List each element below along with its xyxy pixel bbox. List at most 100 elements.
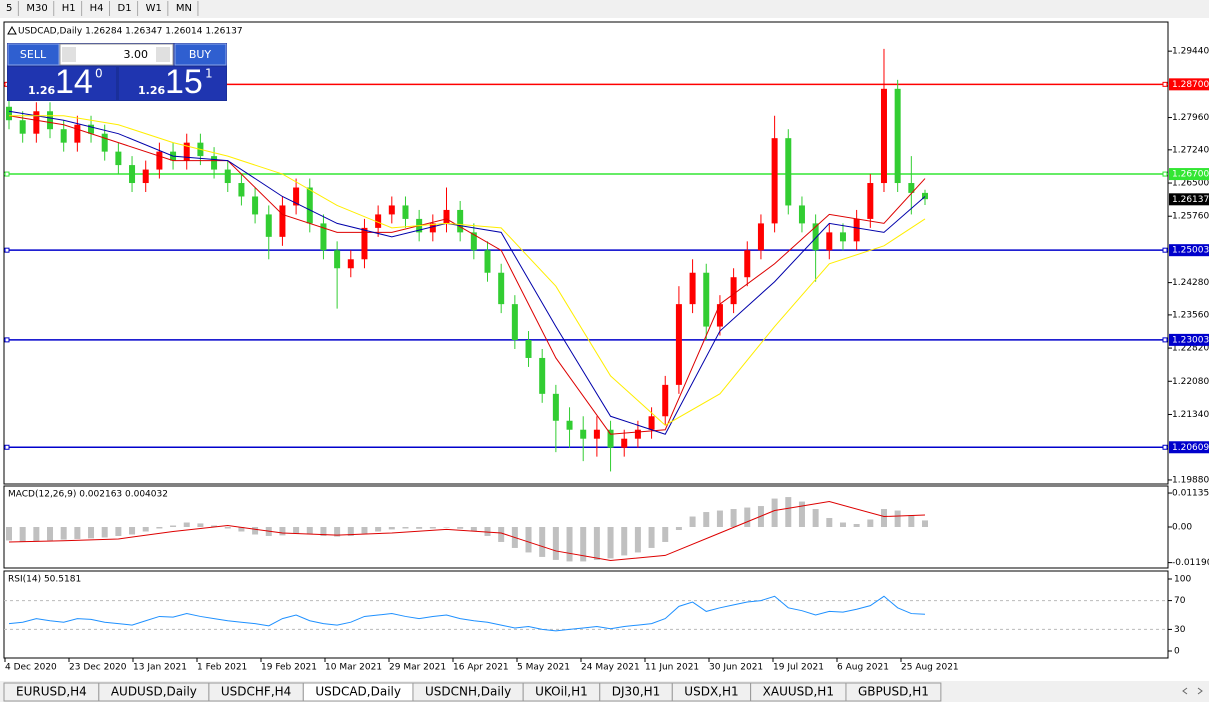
level-handle xyxy=(4,247,10,253)
level-label: 1.20609 xyxy=(1172,443,1209,453)
y-tick-label: 70 xyxy=(1174,596,1186,606)
candle-body xyxy=(580,429,587,439)
timeframe-button[interactable]: H1 xyxy=(62,3,76,14)
candle-body xyxy=(129,165,136,184)
rsi-title: RSI(14) 50.5181 xyxy=(8,575,81,585)
macd-bar xyxy=(798,501,805,527)
macd-bar xyxy=(826,518,833,527)
timeframe-button[interactable]: M30 xyxy=(26,3,47,14)
symbol-tab-label[interactable]: DJ30,H1 xyxy=(612,685,661,699)
macd-signal xyxy=(8,501,926,562)
x-tick-label: 29 Mar 2021 xyxy=(389,663,446,673)
level-handle xyxy=(1162,171,1168,177)
candle-body xyxy=(47,111,54,130)
timeframe-button[interactable]: H4 xyxy=(90,3,104,14)
symbol-tab-label[interactable]: USDCHF,H4 xyxy=(221,685,291,699)
candle-body xyxy=(525,340,532,358)
candle-body xyxy=(252,196,259,215)
macd-bar xyxy=(33,527,40,542)
chart-header: USDCAD,Daily 1.26284 1.26347 1.26014 1.2… xyxy=(18,27,243,37)
macd-bar xyxy=(716,510,723,527)
candle-body xyxy=(894,88,901,184)
candle-body xyxy=(279,205,286,237)
macd-bar xyxy=(416,527,423,529)
candle-body xyxy=(621,438,628,448)
symbol-tab-label[interactable]: USDX,H1 xyxy=(684,685,738,699)
symbol-tab-label[interactable]: UKOil,H1 xyxy=(535,685,588,699)
level-handle xyxy=(4,444,10,450)
tab-scroll-right[interactable] xyxy=(1197,687,1203,695)
timeframe-button[interactable]: MN xyxy=(176,3,192,14)
symbol-tab-label[interactable]: USDCAD,Daily xyxy=(315,685,401,699)
candle-body xyxy=(88,124,95,134)
symbol-tab-label[interactable]: EURUSD,H4 xyxy=(16,685,87,699)
timeframe-button[interactable]: 5 xyxy=(6,3,12,14)
candle-body xyxy=(60,129,67,143)
lots-input[interactable] xyxy=(59,43,174,66)
level-label-bg xyxy=(1169,441,1209,454)
symbol-tab-label[interactable]: AUDUSD,Daily xyxy=(111,685,197,699)
candle-body xyxy=(812,223,819,251)
candle-body xyxy=(880,88,887,184)
lots-up[interactable] xyxy=(156,47,170,62)
candle-body xyxy=(716,304,723,327)
macd-bar xyxy=(101,527,108,538)
y-tick-label: 1.22820 xyxy=(1172,344,1209,354)
symbol-tab-label[interactable]: USDCNH,Daily xyxy=(425,685,511,699)
candle-body xyxy=(320,223,327,251)
lots-down[interactable] xyxy=(62,47,76,62)
x-tick-label: 25 Aug 2021 xyxy=(901,663,959,673)
level-label: 1.25003 xyxy=(1172,246,1209,256)
timeframe-button[interactable]: D1 xyxy=(118,3,132,14)
x-tick-label: 19 Jul 2021 xyxy=(773,663,824,673)
sell-price-box[interactable] xyxy=(8,67,116,100)
timeframe-button[interactable]: W1 xyxy=(146,3,162,14)
x-tick-label: 6 Aug 2021 xyxy=(837,663,889,673)
macd-bar xyxy=(634,527,641,553)
lots-value[interactable]: 3.00 xyxy=(124,48,149,61)
x-tick-label: 5 May 2021 xyxy=(517,663,570,673)
macd-bar xyxy=(238,527,245,532)
macd-bar xyxy=(74,527,81,539)
buy-button[interactable] xyxy=(174,43,227,66)
macd-bar xyxy=(88,527,95,539)
macd-title: MACD(12,26,9) 0.002163 0.004032 xyxy=(8,490,168,500)
buy-label[interactable]: BUY xyxy=(189,48,212,61)
macd-bar xyxy=(347,527,354,536)
sell-label[interactable]: SELL xyxy=(20,48,47,61)
candle-body xyxy=(183,142,190,161)
candle-body xyxy=(334,250,341,269)
y-tick-label: 1.23560 xyxy=(1172,310,1209,320)
candle-body xyxy=(457,209,464,233)
rsi-panel xyxy=(3,570,1169,659)
level-handle xyxy=(1162,444,1168,450)
macd-bar xyxy=(457,527,464,529)
x-tick-label: 30 Jun 2021 xyxy=(709,663,763,673)
y-tick-label: 30 xyxy=(1174,625,1186,635)
symbol-tab[interactable] xyxy=(845,682,942,702)
y-tick-label: 1.26500 xyxy=(1172,179,1209,189)
level-label-bg xyxy=(1169,78,1209,91)
x-tick-label: 1 Feb 2021 xyxy=(197,663,247,673)
macd-bar xyxy=(170,525,177,527)
buy-price-prefix: 1.26 xyxy=(138,84,165,97)
candle-body xyxy=(908,183,915,193)
symbol-tab-label[interactable]: GBPUSD,H1 xyxy=(858,685,929,699)
buy-price-box[interactable] xyxy=(119,67,226,100)
macd-bar xyxy=(662,527,669,542)
level-label: 1.23003 xyxy=(1172,335,1209,345)
macd-bar xyxy=(593,527,600,560)
symbol-tab-label[interactable]: XAUUSD,H1 xyxy=(763,685,834,699)
sell-button[interactable] xyxy=(7,43,60,66)
candle-body xyxy=(826,232,833,251)
tab-scroll-left[interactable] xyxy=(1182,687,1188,695)
level-label-bg xyxy=(1169,168,1209,181)
level-label: 1.26700 xyxy=(1172,170,1209,180)
candle-body xyxy=(375,214,382,228)
y-tick-label: 0.00 xyxy=(1172,523,1192,533)
y-tick-label: -0.011904 xyxy=(1172,558,1209,568)
candle-body xyxy=(142,169,149,184)
macd-bar xyxy=(648,527,655,548)
